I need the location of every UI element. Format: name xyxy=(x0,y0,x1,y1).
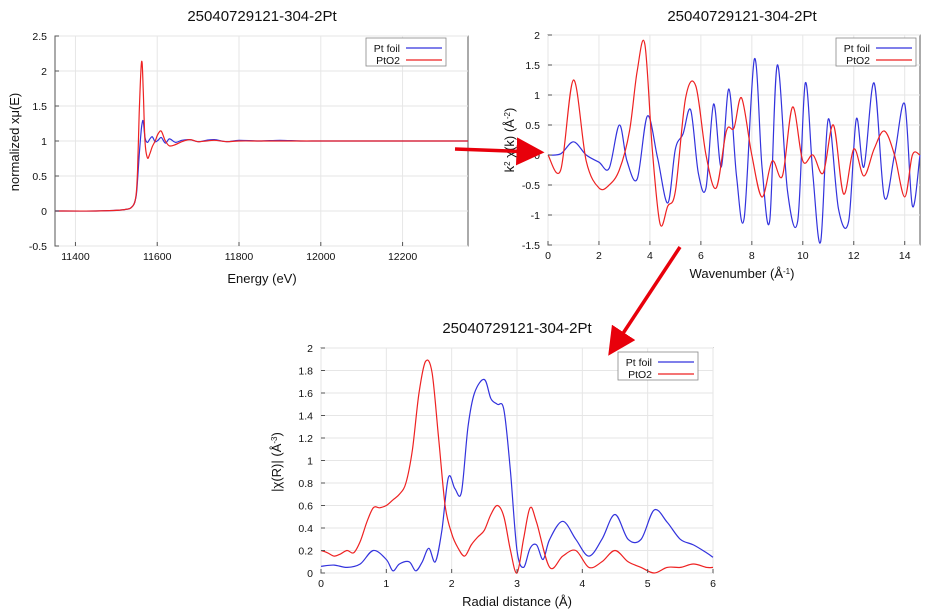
series-line-pt-foil xyxy=(547,58,921,244)
x-tick-label: 11600 xyxy=(143,251,172,263)
chart-title: 25040729121-304-2Pt xyxy=(667,8,817,25)
arrow-to-k-space xyxy=(454,137,545,166)
legend-box xyxy=(617,351,699,381)
x-axis-label-sup: -1 xyxy=(783,267,791,276)
x-axis-label-main: Wavenumber (Å xyxy=(690,266,784,281)
series-line-pto2 xyxy=(320,359,714,574)
y-tick-label: 1.8 xyxy=(298,366,313,378)
y-tick-label: -1 xyxy=(531,210,540,222)
x-tick-label: 0 xyxy=(545,250,551,262)
y-tick-label: 0.5 xyxy=(32,171,47,183)
legend-label: PtO2 xyxy=(376,55,400,67)
x-axis-label: Energy (eV) xyxy=(227,271,296,286)
x-tick-label: 14 xyxy=(899,250,911,262)
x-axis-label: Wavenumber (Å-1) xyxy=(690,266,795,281)
legend-label: PtO2 xyxy=(846,55,870,67)
legend-label: PtO2 xyxy=(628,369,652,381)
chart-xanes: 25040729121-304-2Pt 11400 11600 11800 12000… xyxy=(7,8,469,286)
y-axis-label: k2 χ(k) (Å-2) xyxy=(502,108,517,173)
x-axis-label: Radial distance (Å) xyxy=(462,594,572,609)
x-tick-label: 6 xyxy=(698,250,704,262)
series-group xyxy=(547,39,921,244)
y-tick-label: 1 xyxy=(41,136,47,148)
y-tick-label: 1.5 xyxy=(525,60,540,72)
y-tick-label: 2 xyxy=(41,66,47,78)
x-tick-label: 12200 xyxy=(388,251,417,263)
legend-label: Pt foil xyxy=(626,357,652,369)
chart-title: 25040729121-304-2Pt xyxy=(442,320,592,337)
y-axis-label-mid: χ(k) (Å xyxy=(502,119,517,162)
x-tick-label: 4 xyxy=(647,250,653,262)
series-line-pt-foil xyxy=(320,378,714,572)
y-axis-label-main: k xyxy=(502,165,517,172)
y-axis-label: |χ(R)| (Å-3) xyxy=(269,432,284,492)
series-line-pto2 xyxy=(547,39,921,227)
y-tick-label: 0.8 xyxy=(298,478,313,490)
y-axis-label-main: |χ(R)| (Å xyxy=(269,443,284,492)
x-tick-label: 1 xyxy=(383,578,389,590)
y-tick-label: 1.4 xyxy=(298,411,313,423)
x-tick-label: 0 xyxy=(318,578,324,590)
series-line-pto2 xyxy=(54,60,468,212)
x-tick-label: 8 xyxy=(749,250,755,262)
y-tick-label: 0 xyxy=(41,206,47,218)
x-tick-label: 2 xyxy=(449,578,455,590)
y-axis-label-tail: ) xyxy=(502,108,517,112)
grid xyxy=(547,34,920,246)
y-tick-label: -0.5 xyxy=(29,241,47,253)
y-axis-label-sup2: -2 xyxy=(503,111,512,119)
y-tick-label: 1.2 xyxy=(298,433,313,445)
y-tick-label: 0 xyxy=(307,568,313,580)
y-tick-label: 0 xyxy=(534,150,540,162)
x-tick-label: 11800 xyxy=(225,251,254,263)
tick-labels: 11400 11600 11800 12000 12200 -0.5 0 0.5 1 1.5 2 2.… xyxy=(29,31,417,263)
x-tick-label: 6 xyxy=(710,578,716,590)
x-tick-label: 12000 xyxy=(306,251,335,263)
x-tick-label: 2 xyxy=(596,250,602,262)
x-axis-label-tail: ) xyxy=(790,266,794,281)
y-tick-label: 0.2 xyxy=(298,546,313,558)
x-tick-label: 12 xyxy=(848,250,860,262)
series-group xyxy=(54,60,468,212)
x-tick-label: 4 xyxy=(579,578,585,590)
y-tick-label: 2 xyxy=(534,30,540,42)
y-tick-label: 0.5 xyxy=(525,120,540,132)
arrow-to-r-space xyxy=(608,246,682,356)
series-group xyxy=(320,359,714,574)
legend-label: Pt foil xyxy=(844,43,870,55)
y-axis-label-sup: -3 xyxy=(270,436,279,444)
y-axis-label-sup: 2 xyxy=(503,161,512,166)
y-axis-label-tail: ) xyxy=(269,432,284,436)
y-tick-label: 0.4 xyxy=(298,523,313,535)
legend-label: Pt foil xyxy=(374,43,400,55)
legend-box xyxy=(365,37,447,67)
tick-labels: 0 1 2 3 4 5 6 0 0.2 0.4 0.6 0.8 1 1.2 1.4 1.6 1.8 2 xyxy=(298,343,716,590)
y-tick-label: 1.6 xyxy=(298,388,313,400)
x-tick-label: 5 xyxy=(645,578,651,590)
y-tick-label: 0.6 xyxy=(298,501,313,513)
y-tick-label: 1 xyxy=(534,90,540,102)
x-tick-label: 3 xyxy=(514,578,520,590)
y-tick-label: 2.5 xyxy=(32,31,47,43)
y-tick-label: 1.5 xyxy=(32,101,47,113)
x-tick-label: 10 xyxy=(797,250,809,262)
chart-chi-r: 25040729121-304-2Pt 0 1 2 3 4 5 6 0 0.2 0.4 0.6 0.8… xyxy=(269,320,716,609)
y-tick-label: -0.5 xyxy=(522,180,540,192)
y-axis-label: normalized xμ(E) xyxy=(7,93,22,192)
x-tick-label: 11400 xyxy=(61,251,90,263)
y-tick-label: -1.5 xyxy=(522,240,540,252)
y-tick-label: 1 xyxy=(307,456,313,468)
chart-title: 25040729121-304-2Pt xyxy=(187,8,337,25)
y-tick-label: 2 xyxy=(307,343,313,355)
chart-chi-k: 25040729121-304-2Pt 0 2 4 6 8 10 12 14-1.5-1-0.… xyxy=(502,8,921,281)
legend-box xyxy=(835,37,917,67)
